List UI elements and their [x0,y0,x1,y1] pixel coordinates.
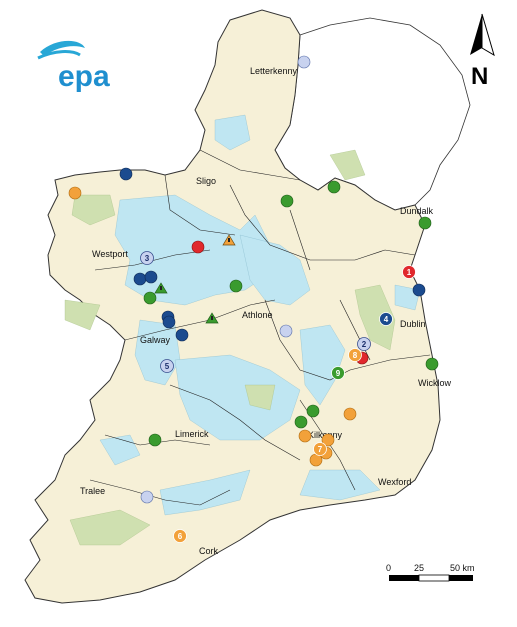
marker-2[interactable] [357,337,371,351]
marker-green[interactable] [280,194,294,208]
scale-tick-25: 25 [414,563,424,573]
marker-9[interactable] [331,366,345,380]
marker-green[interactable] [294,415,308,429]
epa-logo-swoosh [40,40,85,56]
warning-triangle-icons [154,234,236,324]
marker-6-label: 6 [178,532,183,541]
marker-8-label: 8 [353,351,358,360]
marker-red[interactable] [191,240,205,254]
marker-green[interactable] [229,279,243,293]
triangle-icon[interactable] [154,282,168,294]
marker-orange[interactable] [298,429,312,443]
triangle-icon[interactable] [222,234,236,246]
markers-orange [68,186,357,467]
label-tralee: Tralee [80,486,105,496]
marker-darkblue[interactable] [133,272,147,286]
north-arrow-dark-half [470,14,482,55]
epa-logo-text: epa [58,60,110,93]
marker-green[interactable] [418,216,432,230]
label-dundalk: Dundalk [400,206,434,216]
label-westport: Westport [92,249,128,259]
marker-orange[interactable] [68,186,82,200]
triangle-icon[interactable] [205,312,219,324]
label-galway: Galway [140,335,171,345]
marker-5-label: 5 [165,362,170,371]
marker-green[interactable] [327,180,341,194]
marker-darkblue[interactable] [412,283,426,297]
marker-3-label: 3 [145,254,150,263]
marker-1[interactable] [402,265,416,279]
marker-green[interactable] [143,291,157,305]
marker-4-label: 4 [384,315,389,324]
marker-6[interactable] [173,529,187,543]
marker-8[interactable] [348,348,362,362]
markers-green [143,180,439,447]
marker-5[interactable] [160,359,174,373]
north-arrow: N [470,13,495,90]
epa-logo: epa [37,40,110,93]
north-arrow-light-half [481,13,495,57]
label-dublin: Dublin [400,319,426,329]
marker-2-label: 2 [362,340,367,349]
marker-1-label: 1 [407,268,412,277]
epa-logo-wave [37,50,81,60]
label-athlone: Athlone [242,310,273,320]
label-limerick: Limerick [175,429,209,439]
scale-bar-segment-1 [389,575,419,581]
numbered-markers: 1 2 3 4 5 6 7 8 9 [140,251,416,543]
marker-darkblue[interactable] [119,167,133,181]
marker-lightblue[interactable] [140,490,154,504]
scale-tick-50: 50 km [450,563,475,573]
marker-9-label: 9 [336,369,341,378]
marker-orange[interactable] [321,433,335,447]
markers-darkblue [119,167,426,342]
marker-green[interactable] [306,404,320,418]
marker-darkblue[interactable] [175,328,189,342]
scale-bar: 0 25 50 km [386,563,475,582]
scale-bar-segment-3 [449,575,473,581]
marker-7[interactable] [313,442,327,456]
marker-green[interactable] [148,433,162,447]
marker-green[interactable] [425,357,439,371]
marker-lightblue[interactable] [279,324,293,338]
marker-3[interactable] [140,251,154,265]
label-letterkenny: Letterkenny [250,66,298,76]
marker-darkblue[interactable] [144,270,158,284]
label-wexford: Wexford [378,477,411,487]
marker-4[interactable] [379,312,393,326]
marker-lightblue[interactable] [297,55,311,69]
scale-bar-segment-2 [418,574,450,582]
marker-7-label: 7 [318,445,323,454]
north-arrow-label: N [471,63,488,90]
upland-areas [64,149,396,546]
label-wicklow: Wicklow [418,378,451,388]
marker-darkblue[interactable] [162,315,176,329]
label-cork: Cork [199,546,219,556]
markers-lightblue [140,55,311,504]
scale-tick-0: 0 [386,563,391,573]
label-sligo: Sligo [196,176,216,186]
marker-orange[interactable] [343,407,357,421]
